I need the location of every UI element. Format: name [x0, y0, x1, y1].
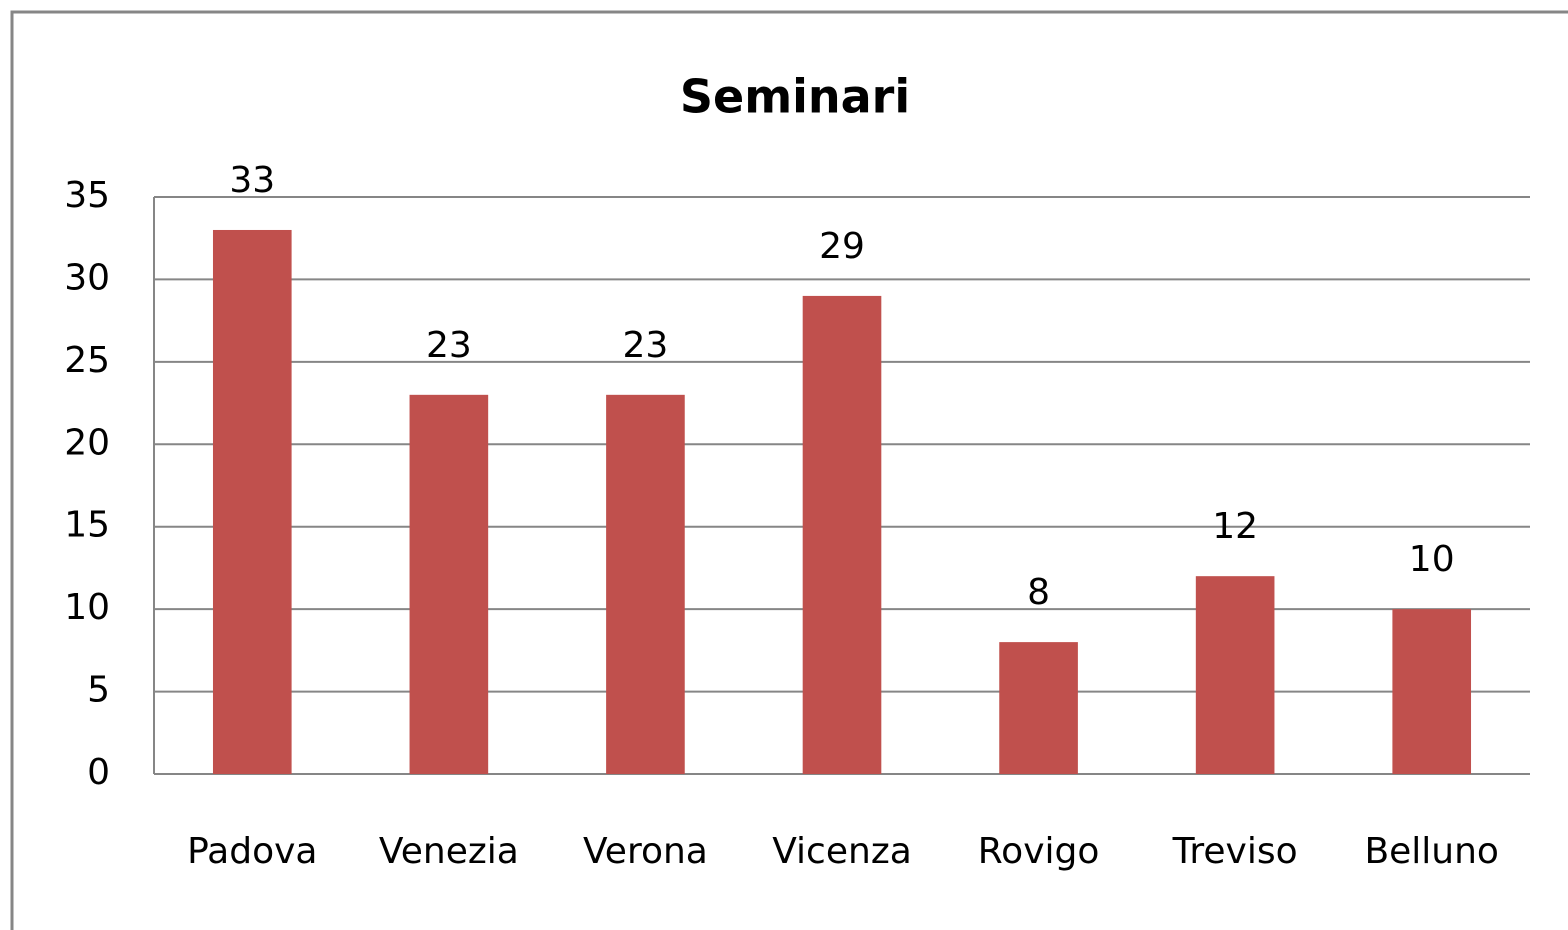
y-tick-label: 5 — [87, 670, 110, 711]
data-label: 8 — [1027, 572, 1050, 613]
y-tick-label: 25 — [64, 340, 110, 381]
data-label: 23 — [426, 325, 472, 366]
y-tick-label: 10 — [64, 587, 110, 628]
x-tick-label: Rovigo — [978, 831, 1100, 872]
data-label: 23 — [623, 325, 669, 366]
y-tick-label: 30 — [64, 257, 110, 298]
x-tick-label: Vicenza — [772, 831, 912, 872]
chart-title: Seminari — [680, 70, 910, 124]
bar — [409, 394, 489, 774]
y-tick-label: 15 — [64, 505, 110, 546]
data-label: 12 — [1212, 506, 1258, 547]
x-tick-label: Verona — [583, 831, 708, 872]
bar — [1195, 576, 1275, 774]
bar — [212, 229, 292, 774]
bar — [1392, 609, 1472, 774]
data-label: 10 — [1409, 539, 1455, 580]
y-tick-label: 20 — [64, 422, 110, 463]
x-tick-label: Venezia — [379, 831, 519, 872]
y-tick-label: 0 — [87, 752, 110, 793]
x-tick-label: Treviso — [1172, 831, 1298, 872]
bar — [999, 642, 1078, 774]
x-tick-label: Belluno — [1364, 831, 1499, 872]
y-tick-label: 35 — [64, 175, 110, 216]
data-label: 33 — [229, 160, 275, 201]
bar — [606, 394, 685, 774]
x-tick-label: Padova — [187, 831, 317, 872]
data-label: 29 — [819, 226, 865, 267]
bar — [802, 295, 882, 774]
